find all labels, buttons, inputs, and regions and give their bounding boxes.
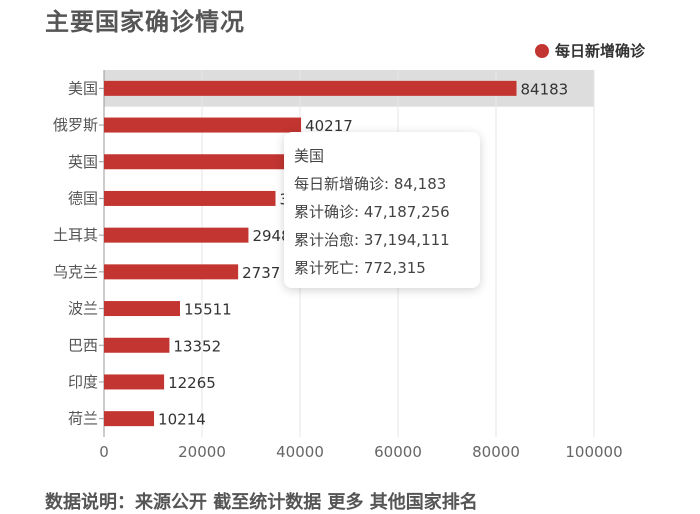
data-label: 2737 <box>242 264 280 282</box>
bar <box>104 264 239 280</box>
data-label: 84183 <box>520 80 568 98</box>
category-label: 印度 <box>68 373 98 391</box>
category-label: 波兰 <box>68 300 98 318</box>
bar <box>104 154 286 170</box>
bar <box>104 190 276 206</box>
tooltip-title: 美国 <box>294 147 325 165</box>
x-tick-label: 20000 <box>178 443 226 461</box>
legend-marker <box>534 43 549 58</box>
bar <box>104 80 517 96</box>
chart-title: 主要国家确诊情况 <box>45 8 245 36</box>
data-label: 2948 <box>252 227 290 245</box>
bar <box>104 301 181 317</box>
category-label: 德国 <box>68 189 98 207</box>
x-tick-label: 60000 <box>374 443 422 461</box>
x-tick-label: 40000 <box>276 443 324 461</box>
data-label: 15511 <box>184 301 232 319</box>
legend-label: 每日新增确诊 <box>554 42 645 60</box>
tooltip-row-daily: 每日新增确诊: 84,183 <box>294 175 447 193</box>
tooltip-row-recovered: 累计治愈: 37,194,111 <box>294 231 450 249</box>
bar-chart: 0 20000 40000 60000 80000 100000 美国 84183 俄罗斯 402… <box>53 70 623 461</box>
category-label: 俄罗斯 <box>53 116 98 134</box>
category-label: 巴西 <box>68 336 98 354</box>
x-tick-label: 0 <box>99 443 109 461</box>
data-label: 40217 <box>305 117 353 135</box>
category-label: 乌克兰 <box>53 263 98 281</box>
category-label: 美国 <box>68 79 98 97</box>
bar <box>104 337 170 353</box>
data-label: 10214 <box>158 411 206 429</box>
tooltip: 美国 每日新增确诊: 84,183 累计确诊: 47,187,256 累计治愈:… <box>284 132 480 288</box>
bar <box>104 411 155 427</box>
bar <box>104 227 249 243</box>
data-label: 12265 <box>168 374 216 392</box>
tooltip-row-total: 累计确诊: 47,187,256 <box>294 203 450 221</box>
bar <box>104 117 302 133</box>
category-label: 荷兰 <box>68 410 98 428</box>
data-label: 13352 <box>173 337 221 355</box>
tooltip-row-deaths: 累计死亡: 772,315 <box>294 259 426 277</box>
bar <box>104 374 165 390</box>
x-tick-label: 80000 <box>472 443 520 461</box>
category-label: 土耳其 <box>53 226 98 244</box>
category-label: 英国 <box>68 153 98 171</box>
legend[interactable]: 每日新增确诊 <box>534 40 645 61</box>
x-tick-label: 100000 <box>565 443 622 461</box>
footer-note: 数据说明：来源公开 截至统计数据 更多 其他国家排名 <box>45 492 478 513</box>
